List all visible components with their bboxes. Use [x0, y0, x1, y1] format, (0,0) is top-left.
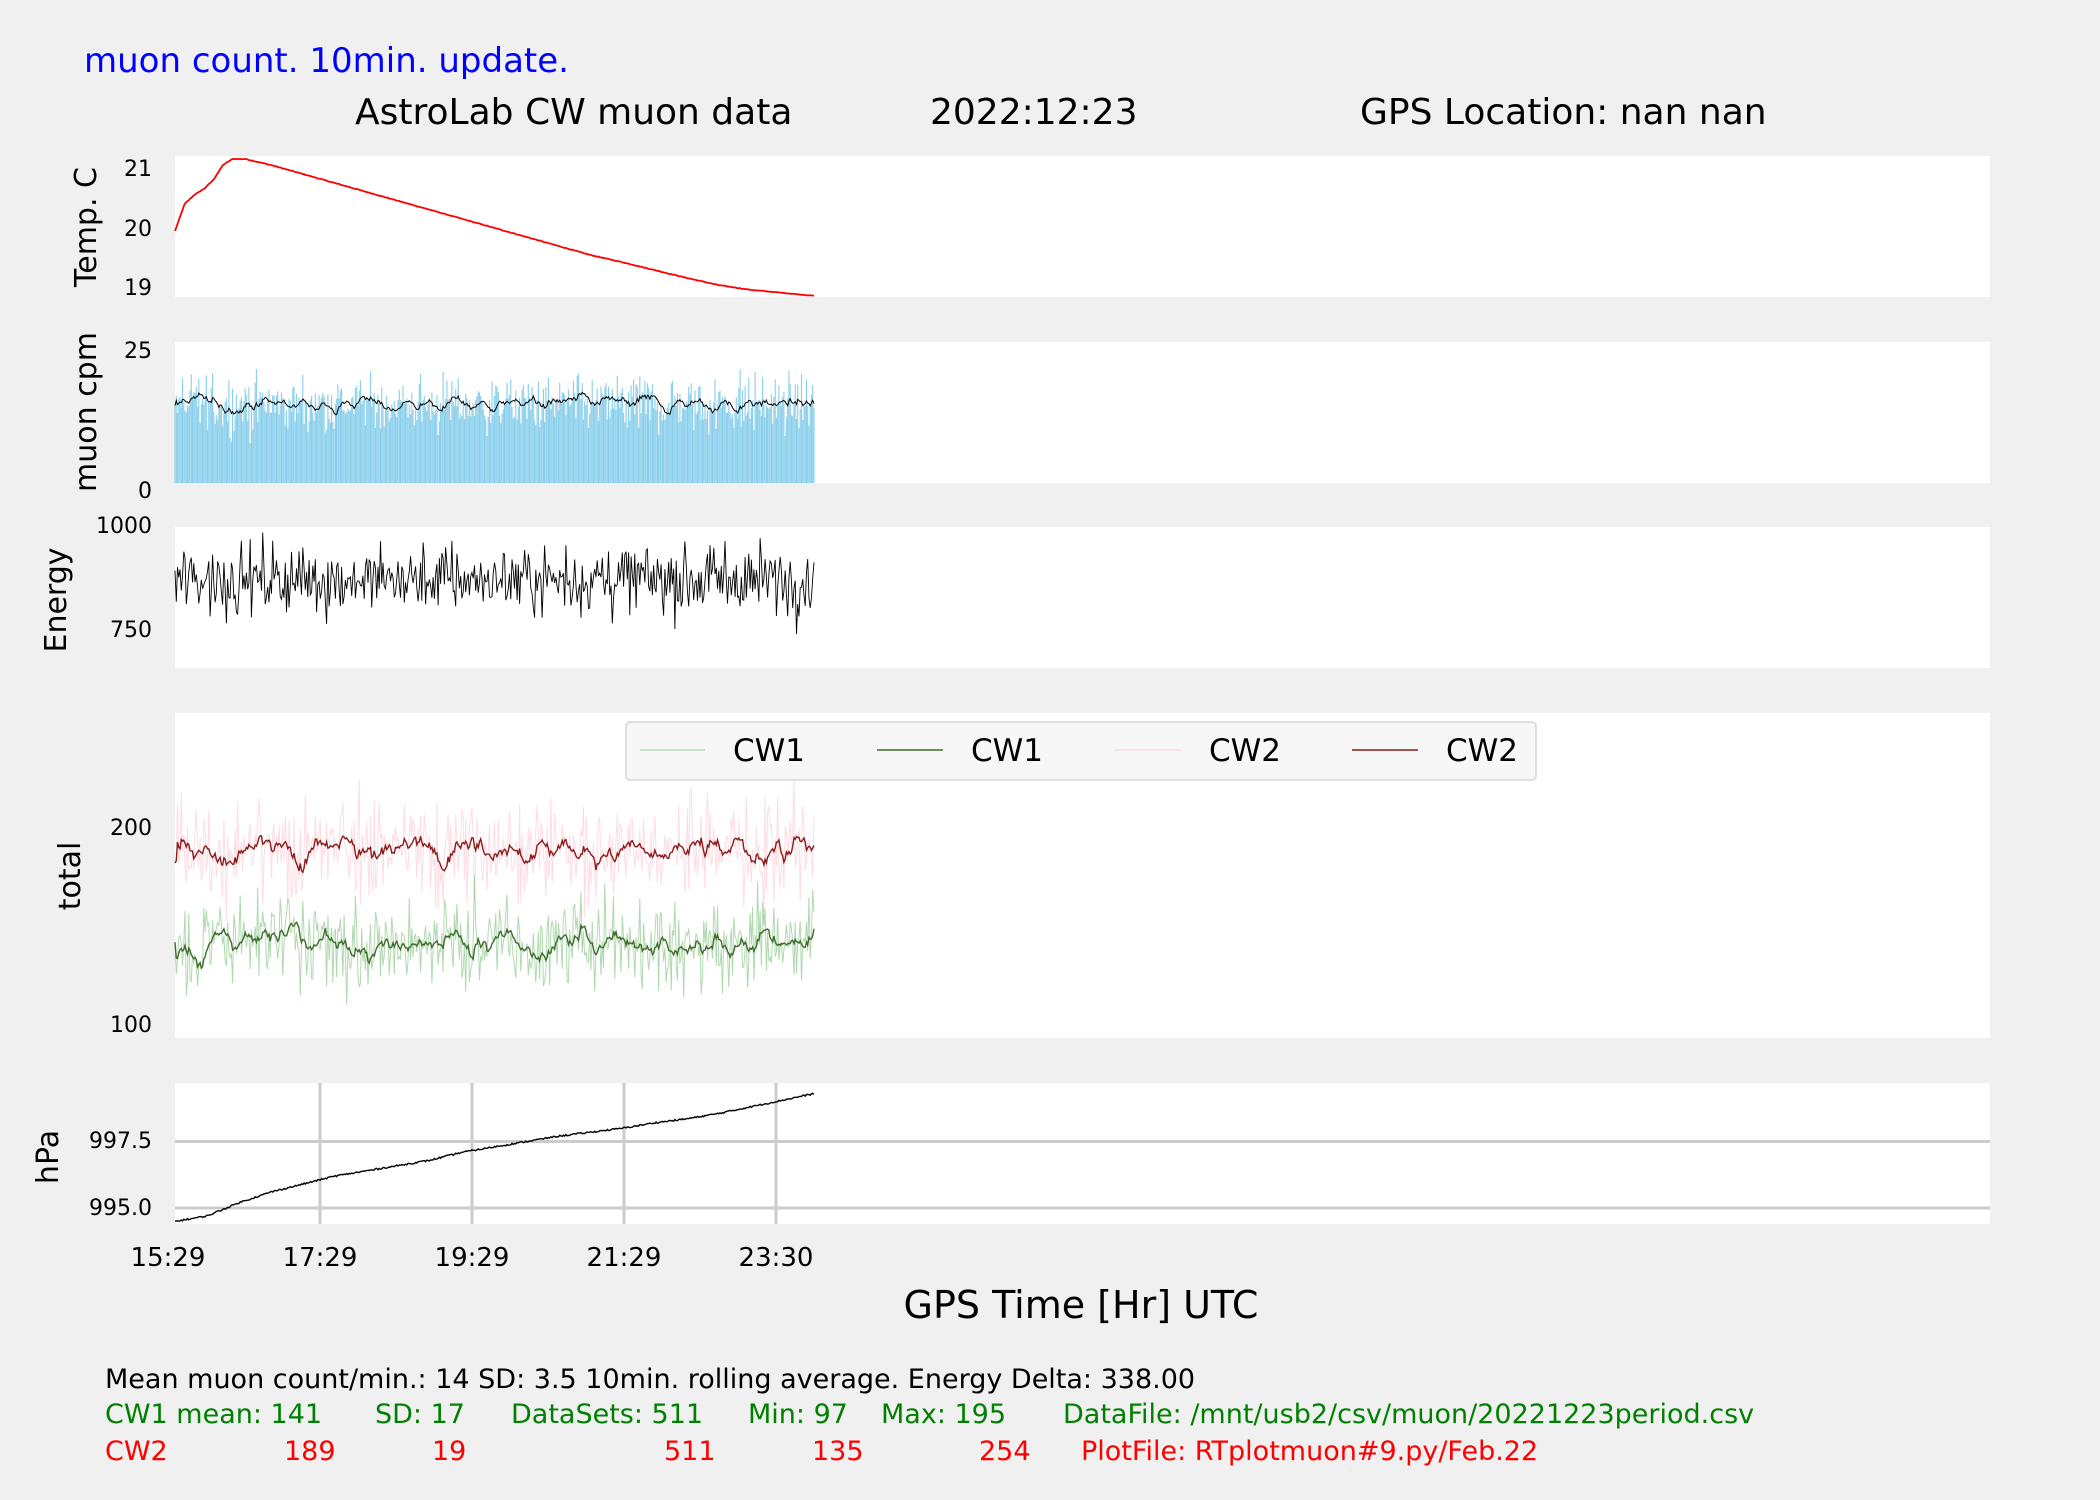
tick-temp-21: 21	[124, 157, 152, 182]
title-left: AstroLab CW muon data	[355, 92, 792, 133]
title-right: GPS Location: nan nan	[1360, 92, 1767, 133]
subtitle: muon count. 10min. update.	[84, 41, 569, 81]
legend-box	[625, 721, 1537, 781]
hpa-series	[174, 1092, 815, 1222]
muon-rolling-average-line	[174, 391, 815, 416]
stats-cw2-datasets: 511	[664, 1436, 716, 1467]
ylabel-temp: Temp. C	[69, 167, 104, 288]
stats-cw1-mean: CW1 mean: 141	[105, 1399, 322, 1430]
energy-series	[174, 532, 815, 635]
tick-muon-25: 25	[124, 339, 152, 364]
hpa-line	[174, 1092, 815, 1222]
cw1-rolling-average-line	[174, 921, 815, 970]
stats-cw1-sd: SD: 17	[375, 1399, 465, 1430]
stats-cw1-max: Max: 195	[881, 1399, 1006, 1430]
tick-energy-1000: 1000	[96, 514, 152, 539]
stats-cw2-label: CW2	[105, 1436, 168, 1467]
ylabel-total: total	[53, 842, 88, 911]
tick-energy-750: 750	[110, 618, 152, 643]
stats-cw2-sd: 19	[432, 1436, 466, 1467]
energy-panel	[175, 527, 1990, 668]
cw1-raw-line	[174, 874, 815, 1005]
stats-cw2-max: 254	[979, 1436, 1031, 1467]
cw2-raw-line	[174, 779, 815, 926]
xtick-2: 17:29	[283, 1243, 358, 1273]
stats-cw1-min: Min: 97	[748, 1399, 848, 1430]
legend-label-cw1-raw: CW1	[733, 733, 805, 769]
tick-total-200: 200	[110, 816, 152, 841]
legend: CW1 CW1 CW2 CW2	[625, 721, 1537, 781]
tick-muon-0: 0	[138, 479, 152, 504]
total-series	[174, 779, 815, 1005]
stats-cw2-mean: 189	[284, 1436, 336, 1467]
tick-temp-19: 19	[124, 276, 152, 301]
xtick-5: 23:30	[739, 1243, 814, 1273]
x-axis-label: GPS Time [Hr] UTC	[904, 1283, 1259, 1327]
stats-cw2-min: 135	[812, 1436, 864, 1467]
title-date: 2022:12:23	[930, 92, 1138, 133]
stats-cw1-datasets: DataSets: 511	[511, 1399, 703, 1430]
stats-datafile: DataFile: /mnt/usb2/csv/muon/20221223per…	[1063, 1399, 1754, 1430]
ylabel-muon: muon cpm	[69, 332, 104, 492]
tick-hpa-995.0: 995.0	[89, 1196, 152, 1221]
temp-panel	[175, 156, 1990, 297]
xtick-3: 19:29	[435, 1243, 510, 1273]
legend-label-cw2-raw: CW2	[1209, 733, 1281, 769]
ylabel-energy: Energy	[39, 547, 74, 652]
hpa-grid	[175, 1083, 1990, 1224]
tick-total-100: 100	[110, 1013, 152, 1038]
xtick-4: 21:29	[587, 1243, 662, 1273]
stats-plotfile: PlotFile: RTplotmuon#9.py/Feb.22	[1081, 1436, 1538, 1467]
temp-line	[174, 157, 815, 297]
cw2-rolling-average-line	[174, 834, 815, 874]
temp-series	[174, 157, 815, 297]
legend-label-cw1-avg: CW1	[971, 733, 1043, 769]
xtick-1: 15:29	[131, 1243, 206, 1273]
energy-line	[174, 532, 815, 635]
hpa-panel	[175, 1083, 1990, 1224]
stats-line-1: Mean muon count/min.: 14 SD: 3.5 10min. …	[105, 1364, 1195, 1395]
muon-series	[174, 369, 815, 483]
tick-temp-20: 20	[124, 217, 152, 242]
ylabel-hpa: hPa	[31, 1130, 66, 1184]
legend-label-cw2-avg: CW2	[1446, 733, 1518, 769]
tick-hpa-997.5: 997.5	[89, 1129, 152, 1154]
